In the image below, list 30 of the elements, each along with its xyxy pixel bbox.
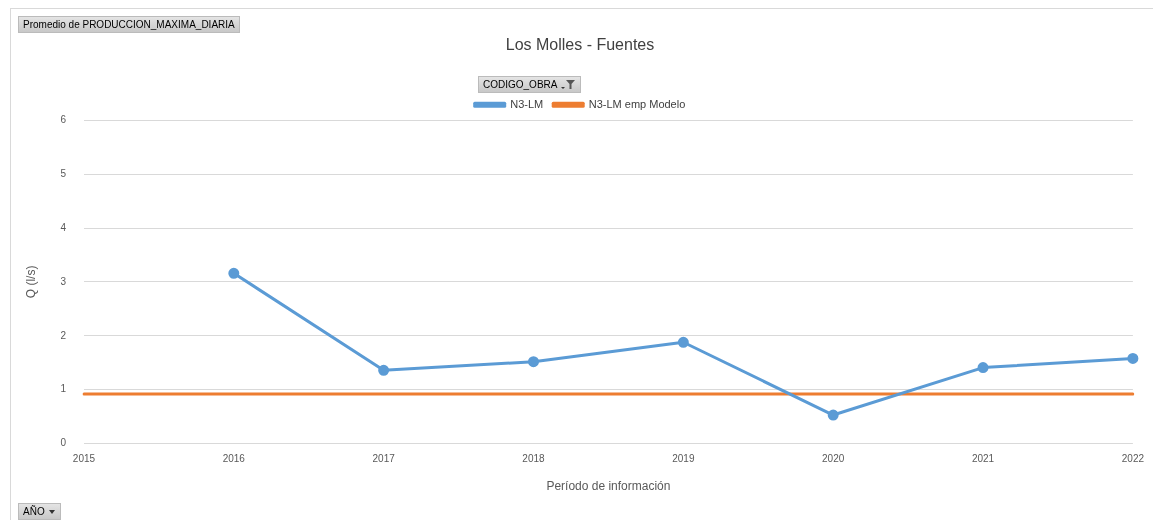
y-tick-label: 5 (60, 167, 67, 179)
legend-label: N3-LM (510, 97, 544, 110)
point (378, 364, 390, 376)
x-tick-label: 2019 (672, 453, 695, 465)
text: CODIGO_OBRA (483, 79, 558, 90)
text: Promedio de PRODUCCION_MAXIMA_DIARIA (23, 19, 235, 30)
x-tick-label: 2016 (222, 453, 246, 465)
x-tick-label: 2018 (522, 453, 546, 465)
chart-title: Los Molles - Fuentes (505, 36, 655, 54)
y-axis-title: Q (l/s) (23, 265, 38, 299)
x-tick-label: 2015 (72, 453, 96, 465)
point (228, 267, 240, 279)
x-tick-label: 2020 (822, 453, 845, 465)
y-tick-label: 4 (60, 221, 67, 233)
x-axis-title: Período de información (546, 479, 671, 494)
point (1127, 352, 1139, 364)
y-tick-label: 6 (60, 113, 67, 125)
legend-label: N3-LM emp Modelo (588, 97, 686, 110)
y-tick-label: 1 (60, 383, 67, 395)
x-tick-label: 2022 (1121, 453, 1145, 465)
point (528, 356, 539, 368)
point (677, 336, 689, 348)
y-tick-label: 0 (60, 437, 67, 449)
point (827, 409, 839, 421)
point (977, 362, 989, 374)
y-tick-label: 2 (60, 329, 67, 341)
x-tick-label: 2021 (971, 453, 995, 465)
x-tick-label: 2017 (372, 453, 396, 465)
y-tick-label: 3 (60, 275, 67, 287)
text: AÑO (23, 506, 45, 517)
